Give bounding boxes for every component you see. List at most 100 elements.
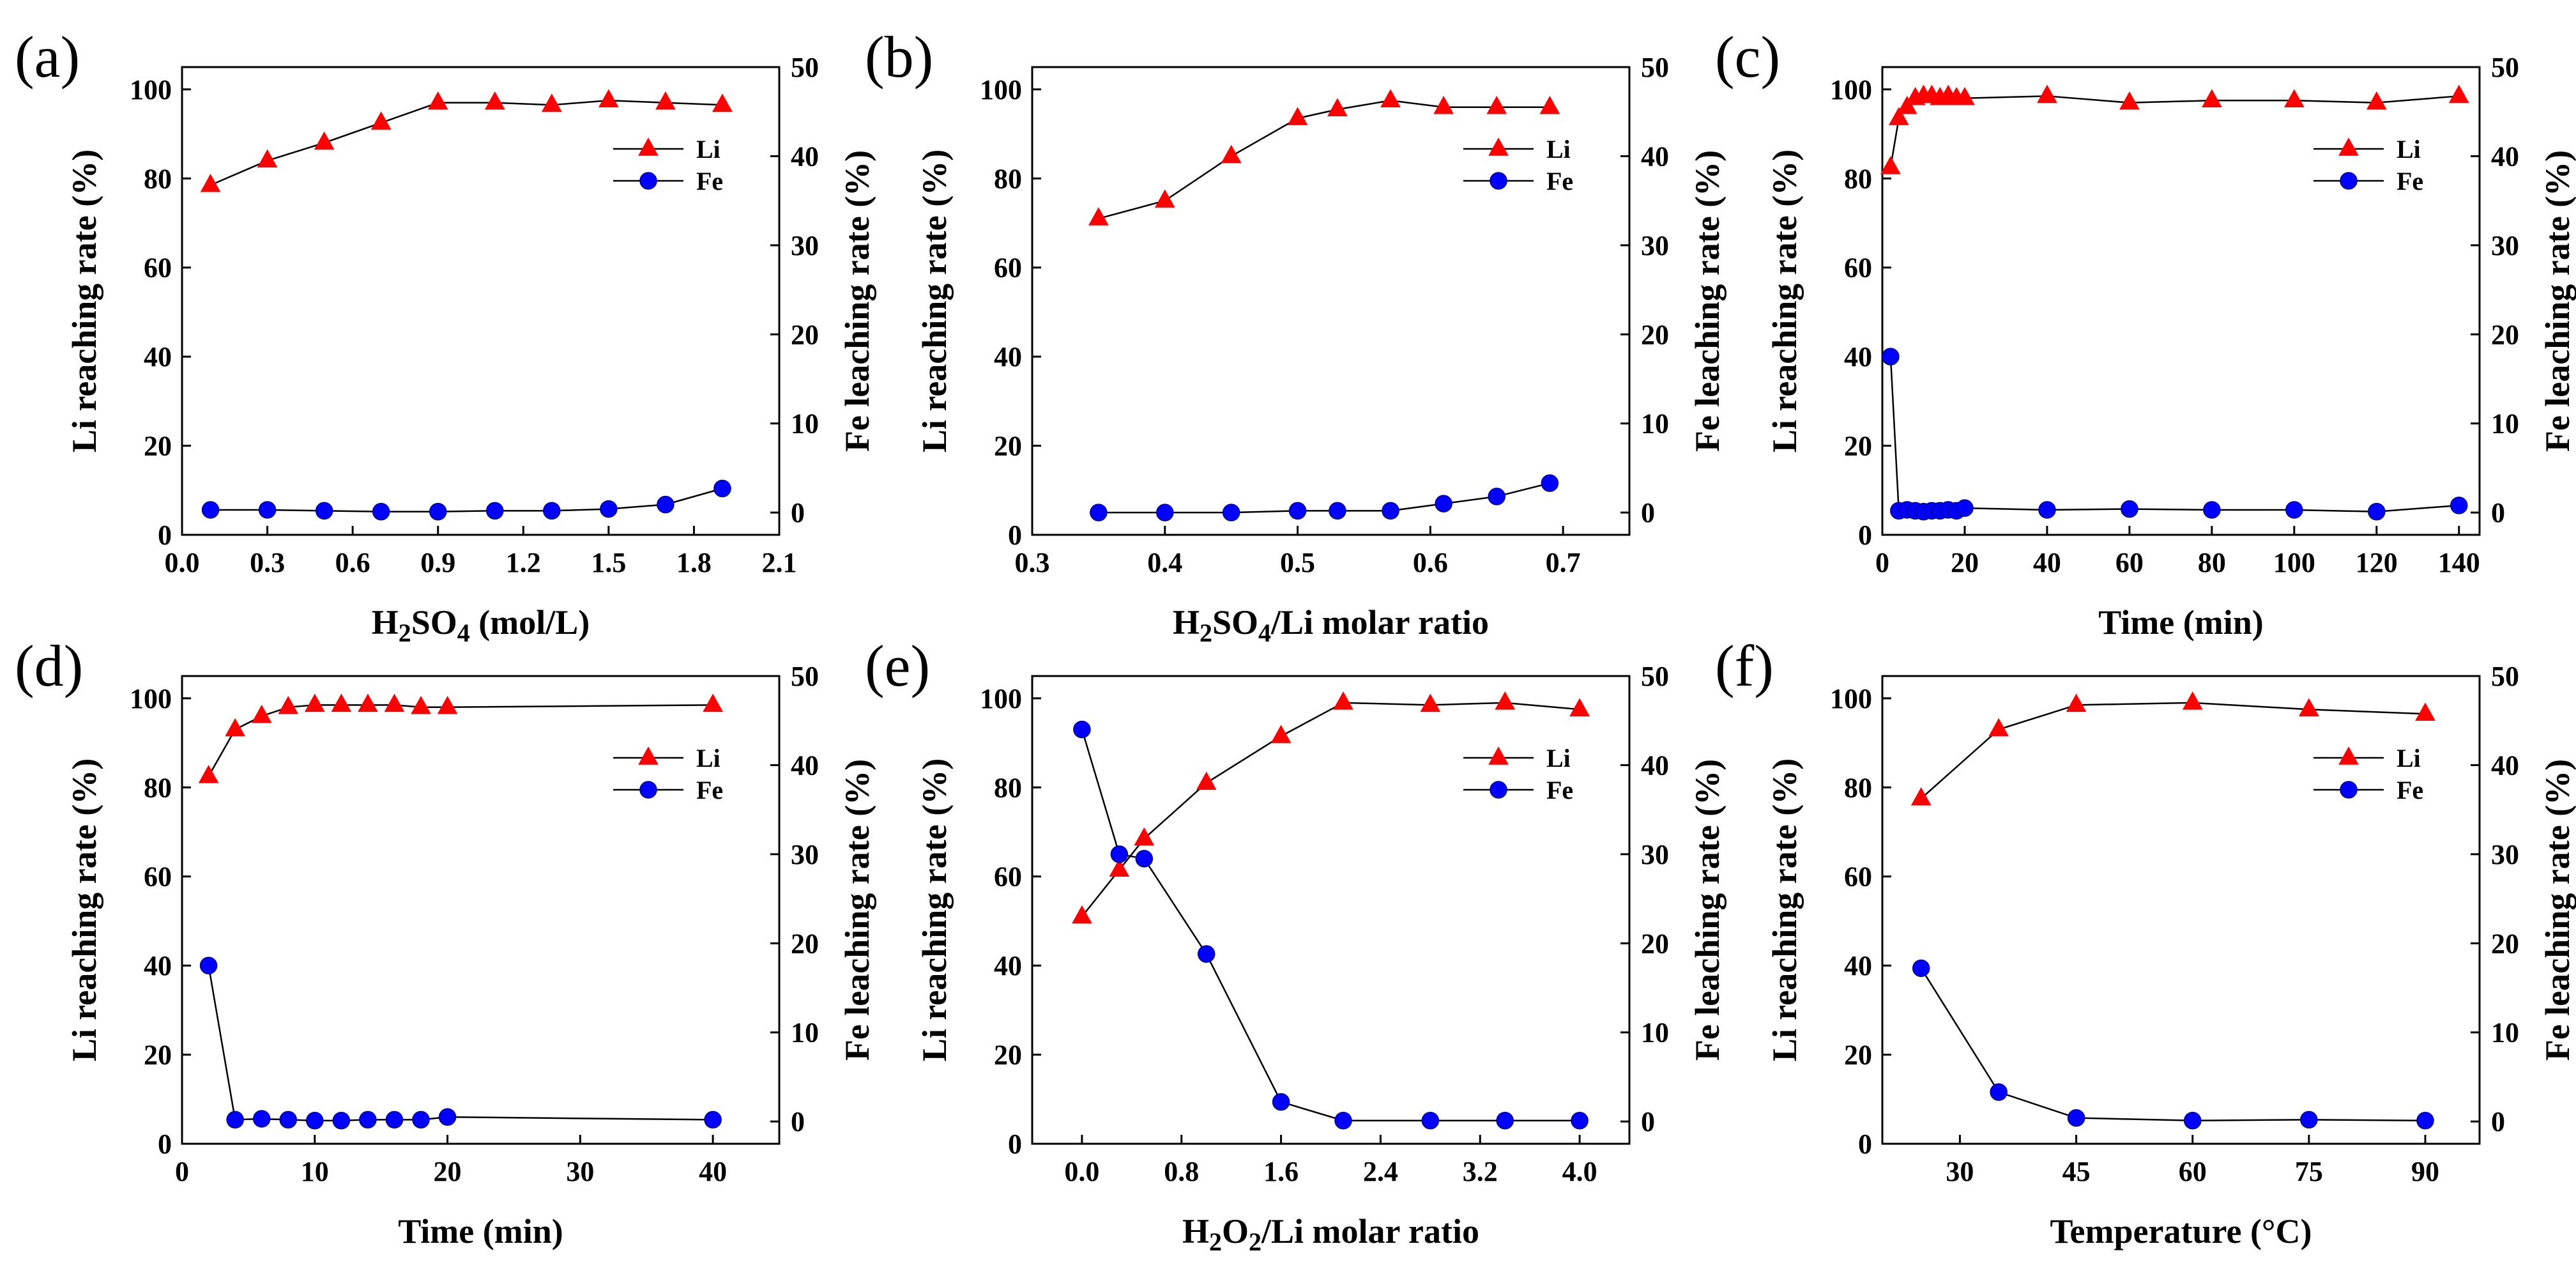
x-tick-label: 0.9: [420, 547, 455, 578]
y-tick-label: 20: [144, 1040, 172, 1071]
data-point-fe: [1073, 720, 1091, 739]
x-axis-label-part: H: [1173, 603, 1200, 642]
data-point-fe: [1222, 504, 1240, 521]
data-point-li: [1154, 189, 1175, 208]
data-point-fe: [2285, 501, 2303, 519]
y2-tick-label: 40: [791, 750, 819, 781]
y-tick-label: 20: [144, 431, 172, 462]
legend-label: Li: [2397, 744, 2421, 773]
data-point-fe: [199, 957, 218, 974]
data-point-fe: [429, 502, 447, 521]
x-tick-label: 20: [434, 1156, 462, 1187]
y2-tick-label: 30: [1641, 230, 1669, 261]
y2-tick-label: 30: [791, 230, 819, 261]
data-point-li: [1988, 718, 2009, 737]
data-point-fe: [438, 1108, 457, 1126]
y-tick-label: 100: [1830, 683, 1872, 714]
legend-label: Fe: [1546, 167, 1573, 196]
data-point-fe: [1435, 495, 1452, 512]
series-line-fe: [1889, 357, 2459, 513]
panel-letter: (d): [15, 633, 83, 698]
data-point-li: [1134, 827, 1155, 846]
legend-label: Li: [1546, 744, 1571, 773]
y2-tick-label: 40: [1641, 750, 1669, 781]
y2-tick-label: 20: [791, 319, 819, 350]
data-point-fe: [1110, 845, 1129, 863]
data-point-li: [2283, 89, 2305, 108]
legend-marker-circle: [1490, 172, 1507, 190]
data-point-fe: [2450, 496, 2468, 514]
data-point-li: [598, 89, 619, 108]
y2-tick-label: 50: [1641, 52, 1669, 83]
plot-frame: [1031, 66, 1631, 536]
x-axis-label-subscript: 2: [1249, 1227, 1261, 1256]
data-point-fe: [1912, 959, 1930, 978]
y2-tick-label: 0: [2491, 1106, 2505, 1137]
x-axis-label: Temperature (°C): [2050, 1212, 2312, 1250]
y2-tick-label: 30: [1641, 839, 1669, 870]
y2-tick-label: 40: [2491, 750, 2519, 781]
panel-letter: (b): [865, 24, 933, 89]
data-point-li: [384, 693, 405, 712]
data-point-fe: [1421, 1111, 1440, 1130]
y2-axis-label: Fe leaching rate (%): [2538, 759, 2576, 1061]
data-point-li: [225, 718, 245, 737]
data-point-li: [1072, 905, 1092, 924]
x-axis-label: H2O2/Li molar ratio: [1182, 1212, 1479, 1256]
legend-label: Fe: [696, 776, 723, 804]
data-point-fe: [543, 502, 561, 520]
x-tick-label: 0.8: [1164, 1156, 1199, 1187]
data-point-li: [370, 111, 392, 130]
x-tick-label: 40: [2033, 547, 2061, 578]
legend-label: Li: [2397, 135, 2421, 164]
x-axis-label-part: SO: [411, 603, 457, 642]
data-point-fe: [306, 1111, 324, 1130]
data-point-li: [2202, 89, 2222, 108]
data-point-li: [2366, 91, 2387, 110]
y2-axis-label: Fe leaching rate (%): [1688, 759, 1726, 1061]
data-point-li: [2182, 691, 2203, 710]
y-tick-label: 20: [1844, 431, 1872, 462]
y-tick-label: 60: [144, 861, 172, 893]
x-tick-label: 100: [2273, 547, 2315, 578]
y2-tick-label: 30: [2491, 839, 2519, 870]
legend-marker-circle: [639, 172, 657, 190]
legend-marker-circle: [639, 781, 657, 799]
x-tick-label: 0.7: [1546, 547, 1581, 578]
data-point-li: [251, 704, 272, 723]
y-tick-label: 60: [1844, 861, 1872, 893]
chart-panel-f: (f) 30 45 60 75 90 0 20 40 60 80 100 0 10 20 30 40 50 Temp…: [1715, 633, 2576, 1250]
data-point-li: [1327, 98, 1348, 116]
data-point-fe: [2038, 501, 2056, 519]
y-tick-label: 40: [1844, 950, 1872, 981]
data-point-fe: [1496, 1111, 1514, 1130]
x-tick-label: 0.0: [1064, 1156, 1099, 1187]
y2-axis-label: Fe leaching rate (%): [838, 759, 876, 1061]
data-point-li: [437, 696, 458, 714]
legend-marker-circle: [2340, 781, 2358, 799]
y2-tick-label: 20: [2491, 319, 2519, 350]
data-point-fe: [372, 502, 390, 521]
data-point-fe: [1488, 488, 1505, 505]
legend-marker-circle: [2340, 172, 2358, 190]
data-point-li: [278, 696, 299, 714]
legend-label: Fe: [2397, 776, 2423, 804]
y2-tick-label: 40: [2491, 141, 2519, 172]
data-point-li: [541, 93, 562, 112]
y-tick-label: 60: [994, 252, 1022, 284]
x-tick-label: 0.4: [1147, 547, 1182, 578]
chart-panel-c: (c) 0 20 40 60 80 100 120 140 0 20 40 60 80 100 0 10 20 30…: [1715, 24, 2576, 642]
legend-label: Fe: [696, 167, 723, 196]
data-point-fe: [2203, 501, 2221, 519]
x-axis-label-part: Temperature (°C): [2050, 1212, 2312, 1250]
y-tick-label: 0: [1858, 519, 1872, 551]
y-tick-label: 0: [158, 1128, 172, 1160]
x-tick-label: 90: [2411, 1156, 2439, 1187]
chart-panel-e: (e) 0.0 0.8 1.6 2.4 3.2 4.0 0 20 40 60 80 100 0 10 20 30…: [865, 633, 1726, 1256]
x-tick-label: 0.6: [1413, 547, 1448, 578]
data-point-li: [1380, 89, 1401, 108]
data-point-li: [198, 765, 219, 783]
data-point-li: [1088, 207, 1109, 226]
x-tick-label: 40: [699, 1156, 727, 1187]
y-tick-label: 100: [1830, 74, 1872, 105]
